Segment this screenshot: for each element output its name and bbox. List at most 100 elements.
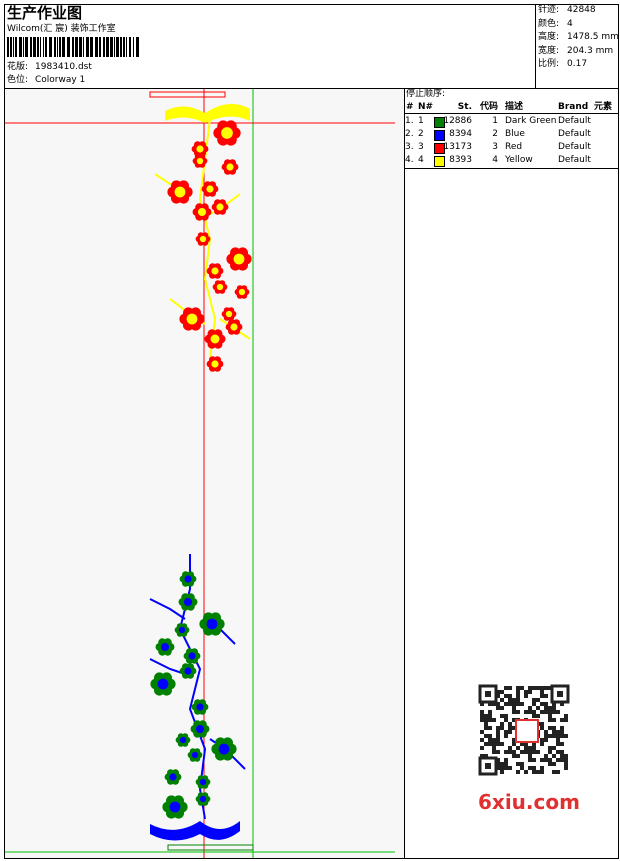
qr-module	[540, 690, 544, 694]
qr-module	[492, 702, 496, 706]
qr-module	[540, 758, 544, 762]
qr-module	[552, 746, 556, 750]
qr-module	[496, 690, 500, 694]
qr-module	[500, 770, 504, 774]
qr-module	[516, 710, 520, 714]
qr-module	[532, 714, 536, 718]
flower-center	[211, 360, 219, 368]
qr-finder	[485, 691, 491, 697]
row-description: Yellow	[505, 155, 533, 165]
qr-module	[564, 734, 568, 738]
stat-label: 高度:	[538, 32, 560, 42]
design-drawing	[5, 89, 395, 858]
qr-module	[492, 750, 496, 754]
qr-module	[560, 702, 564, 706]
qr-module	[536, 698, 540, 702]
bar	[45, 37, 47, 57]
qr-module	[548, 746, 552, 750]
row-stitches: 13173	[443, 142, 472, 152]
qr-module	[556, 770, 560, 774]
color-swatch	[434, 156, 445, 167]
qr-module	[564, 762, 568, 766]
stat-label: 宽度:	[538, 45, 560, 56]
qr-module	[524, 750, 528, 754]
row-index: 2.	[405, 129, 414, 139]
qr-module	[496, 734, 500, 738]
flower-center	[179, 736, 187, 744]
qr-module	[484, 742, 488, 746]
bar	[67, 37, 70, 57]
bar	[133, 37, 134, 57]
qr-module	[480, 710, 484, 714]
qr-module	[560, 742, 564, 746]
column-header: 描述	[505, 102, 524, 112]
qr-module	[548, 750, 552, 754]
qr-module	[556, 742, 560, 746]
flower-center	[196, 145, 204, 153]
bar	[25, 37, 28, 57]
qr-module	[508, 726, 512, 730]
qr-module	[500, 742, 504, 746]
qr-module	[552, 754, 556, 758]
qr-module	[500, 698, 504, 702]
qr-module	[520, 750, 524, 754]
qr-module	[548, 714, 552, 718]
qr-module	[544, 734, 548, 738]
color-swatch	[434, 130, 445, 141]
qr-module	[504, 702, 508, 706]
qr-finder	[485, 763, 491, 769]
flower-center	[211, 267, 219, 275]
bar	[136, 37, 139, 57]
qr-module	[524, 770, 528, 774]
stat-value: 1478.5 mm	[567, 32, 619, 42]
qr-module	[552, 726, 556, 730]
qr-module	[556, 738, 560, 742]
qr-code	[470, 680, 585, 810]
flower-center	[221, 127, 233, 139]
qr-module	[564, 714, 568, 718]
stat-value: 4	[567, 18, 573, 29]
flower-center	[184, 575, 192, 583]
flower-center	[226, 163, 234, 171]
qr-module	[544, 738, 548, 742]
qr-module	[552, 762, 556, 766]
flower-center	[195, 724, 205, 734]
flower-center	[186, 313, 198, 325]
flower-center	[169, 773, 177, 781]
qr-module	[536, 770, 540, 774]
qr-module	[544, 754, 548, 758]
qr-module	[484, 722, 488, 726]
qr-module	[488, 738, 492, 742]
qr-module	[504, 718, 508, 722]
qr-module	[556, 758, 560, 762]
qr-module	[512, 742, 516, 746]
bar	[62, 37, 65, 57]
bar	[123, 37, 125, 57]
qr-module	[560, 718, 564, 722]
qr-module	[540, 726, 544, 730]
row-index: 3.	[405, 142, 414, 152]
row-code: 2	[492, 129, 498, 139]
flower-center	[199, 795, 207, 803]
qr-module	[496, 726, 500, 730]
qr-module	[508, 694, 512, 698]
qr-module	[504, 766, 508, 770]
qr-module	[548, 762, 552, 766]
row-needle: 4	[418, 155, 424, 165]
qr-module	[516, 694, 520, 698]
qr-module	[512, 718, 516, 722]
flower-center	[206, 185, 214, 193]
qr-module	[560, 726, 564, 730]
qr-logo	[515, 719, 539, 743]
row-needle: 3	[418, 142, 424, 152]
qr-module	[532, 750, 536, 754]
qr-module	[540, 722, 544, 726]
qr-module	[508, 730, 512, 734]
qr-module	[556, 730, 560, 734]
qr-module	[536, 750, 540, 754]
flower-center	[183, 597, 193, 607]
qr-module	[548, 726, 552, 730]
bar	[110, 37, 113, 57]
qr-module	[520, 762, 524, 766]
qr-module	[528, 706, 532, 710]
